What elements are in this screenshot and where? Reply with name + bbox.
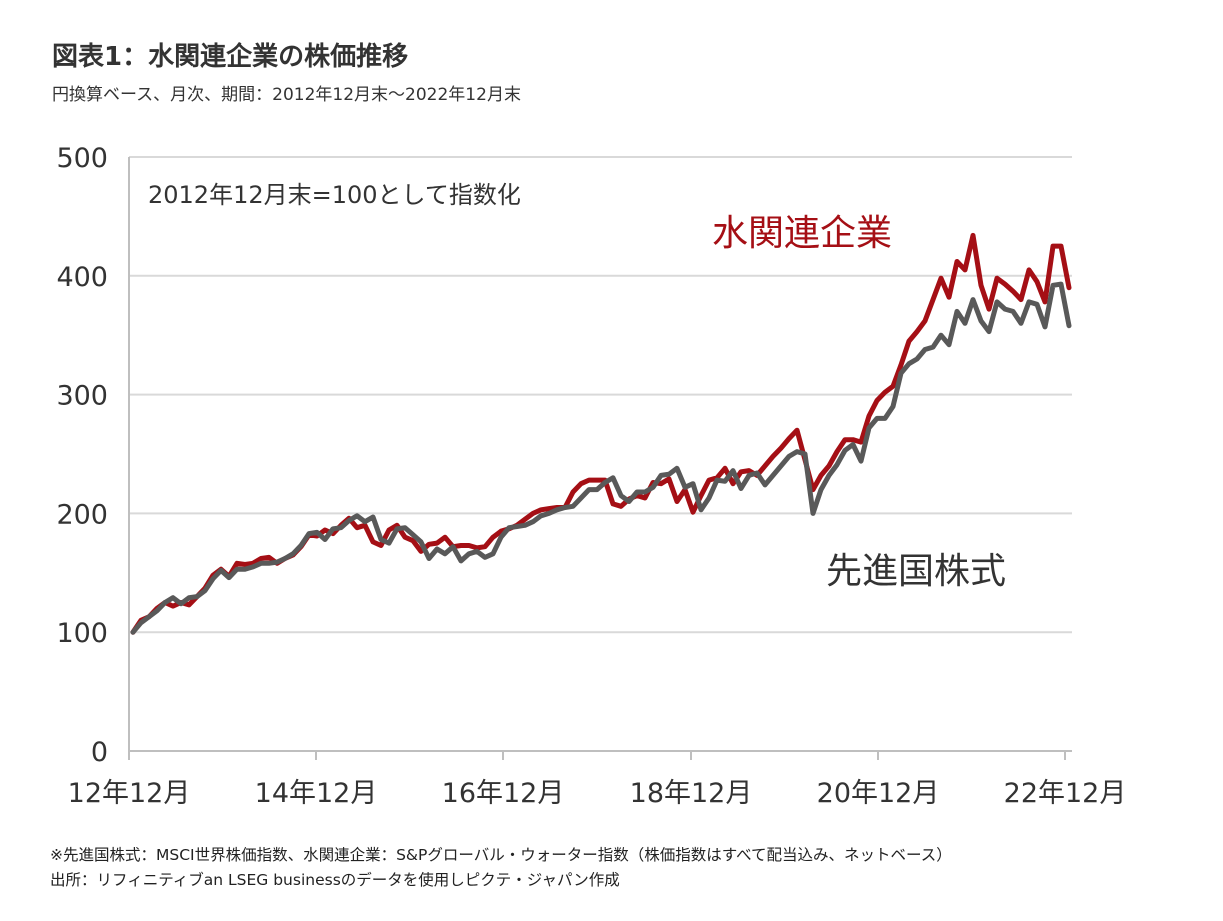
y-tick-label: 500: [56, 143, 108, 174]
footnote-sources: ※先進国株式：MSCI世界株価指数、水関連企業：S&Pグローバル・ウォーター指数…: [50, 846, 952, 864]
series-label-water: 水関連企業: [712, 213, 892, 254]
y-tick-label: 0: [91, 737, 108, 768]
y-axis-tick-labels: 0 100 200 300 400 500: [56, 143, 108, 768]
chart-subtitle: 円換算ベース、月次、期間：2012年12月末～2022年12月末: [52, 85, 521, 105]
series-label-developed: 先進国株式: [826, 551, 1006, 592]
series-lines: [130, 232, 1072, 635]
x-tick-label: 12年12月: [68, 778, 191, 809]
series-line-developed: [130, 281, 1072, 635]
x-tick-label: 20年12月: [817, 778, 940, 809]
footnote-credit: 出所：リフィニティブan LSEG businessのデータを使用しピクテ・ジャ…: [50, 871, 620, 889]
y-tick-label: 200: [56, 499, 108, 530]
x-tick-label: 18年12月: [630, 778, 753, 809]
y-tick-label: 100: [56, 618, 108, 649]
x-axis: 12年12月 14年12月 16年12月 18年12月 20年12月 22年12月: [68, 157, 1127, 809]
x-tick-label: 14年12月: [255, 778, 378, 809]
index-annotation: 2012年12月末=100として指数化: [148, 181, 521, 209]
y-tick-label: 400: [56, 262, 108, 293]
chart-title: 図表1：水関連企業の株価推移: [52, 42, 409, 72]
x-tick-label: 16年12月: [442, 778, 565, 809]
x-tick-label: 22年12月: [1004, 778, 1127, 809]
gridlines: [129, 156, 1072, 634]
y-tick-label: 300: [56, 381, 108, 412]
